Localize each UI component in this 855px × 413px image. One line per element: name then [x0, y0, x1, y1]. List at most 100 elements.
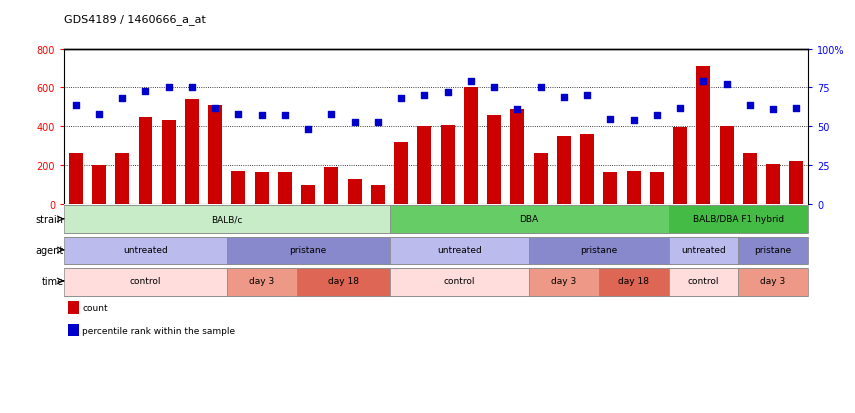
Point — [162, 85, 175, 92]
Bar — [766, 165, 780, 204]
Point — [789, 105, 803, 112]
Text: pristane: pristane — [754, 246, 792, 255]
Point — [348, 119, 362, 126]
Bar — [64, 206, 390, 234]
Bar — [394, 142, 408, 204]
Bar — [598, 268, 669, 296]
Text: untreated: untreated — [681, 246, 726, 255]
Point — [766, 107, 780, 113]
Text: day 3: day 3 — [760, 277, 786, 286]
Text: GDS4189 / 1460666_a_at: GDS4189 / 1460666_a_at — [64, 14, 206, 25]
Bar — [162, 121, 175, 204]
Text: BALB/c: BALB/c — [211, 215, 243, 224]
Point — [209, 105, 222, 112]
Point — [697, 79, 711, 85]
Text: pristane: pristane — [290, 246, 327, 255]
Bar — [440, 126, 455, 204]
Bar — [278, 173, 292, 204]
Text: percentile rank within the sample: percentile rank within the sample — [82, 326, 235, 335]
Bar — [581, 135, 594, 204]
Bar — [534, 154, 547, 204]
Bar — [669, 237, 738, 265]
Point — [417, 93, 431, 100]
Point — [139, 88, 152, 95]
Point — [371, 119, 385, 126]
Point — [627, 117, 640, 124]
Text: agent: agent — [35, 245, 63, 255]
Text: untreated: untreated — [123, 246, 168, 255]
Bar — [371, 185, 385, 204]
Point — [394, 96, 408, 102]
Point — [325, 111, 339, 118]
Point — [255, 113, 268, 119]
Point — [650, 113, 663, 119]
Text: day 3: day 3 — [249, 277, 274, 286]
Point — [673, 105, 687, 112]
Text: pristane: pristane — [581, 246, 617, 255]
Bar — [650, 173, 663, 204]
Bar — [417, 127, 432, 204]
Bar — [324, 168, 339, 204]
Bar — [348, 179, 362, 204]
Bar — [464, 88, 478, 204]
Text: day 18: day 18 — [618, 277, 649, 286]
Point — [232, 111, 245, 118]
Bar — [696, 67, 711, 204]
Point — [534, 85, 547, 92]
Point — [464, 79, 478, 85]
Bar — [297, 268, 390, 296]
Text: day 18: day 18 — [327, 277, 358, 286]
Bar — [487, 115, 501, 204]
Point — [92, 111, 106, 118]
Text: control: control — [130, 277, 162, 286]
Point — [720, 82, 734, 88]
Bar — [139, 117, 152, 204]
Bar — [557, 137, 571, 204]
Bar — [209, 106, 222, 204]
Text: strain: strain — [36, 214, 63, 224]
Bar — [64, 237, 227, 265]
Bar — [743, 153, 757, 204]
Bar — [738, 237, 808, 265]
Bar — [390, 268, 529, 296]
Bar — [92, 166, 106, 204]
Point — [487, 85, 501, 92]
Bar — [301, 186, 315, 204]
Text: DBA: DBA — [520, 215, 539, 224]
Bar — [232, 171, 245, 204]
Point — [301, 127, 315, 133]
Bar — [68, 154, 83, 204]
Text: control: control — [687, 277, 719, 286]
Point — [743, 102, 757, 109]
Point — [441, 90, 455, 96]
Point — [69, 102, 83, 109]
Point — [278, 113, 292, 119]
Bar — [115, 154, 129, 204]
Bar — [529, 268, 598, 296]
Point — [186, 85, 199, 92]
Bar — [669, 206, 808, 234]
Text: untreated: untreated — [437, 246, 481, 255]
Point — [557, 94, 571, 101]
Bar — [673, 128, 687, 204]
Bar — [789, 162, 804, 204]
Text: day 3: day 3 — [551, 277, 576, 286]
Bar — [255, 173, 268, 204]
Point — [115, 96, 129, 102]
Text: time: time — [42, 276, 63, 286]
Bar — [185, 100, 199, 204]
Bar — [390, 237, 529, 265]
Text: control: control — [444, 277, 475, 286]
Text: count: count — [82, 303, 108, 312]
Bar — [720, 127, 734, 204]
Point — [604, 116, 617, 123]
Bar — [669, 268, 738, 296]
Bar — [227, 237, 390, 265]
Bar — [604, 173, 617, 204]
Bar — [64, 268, 227, 296]
Text: BALB/DBA F1 hybrid: BALB/DBA F1 hybrid — [693, 215, 784, 224]
Point — [510, 107, 524, 113]
Bar — [510, 109, 524, 204]
Bar — [529, 237, 669, 265]
Bar — [738, 268, 808, 296]
